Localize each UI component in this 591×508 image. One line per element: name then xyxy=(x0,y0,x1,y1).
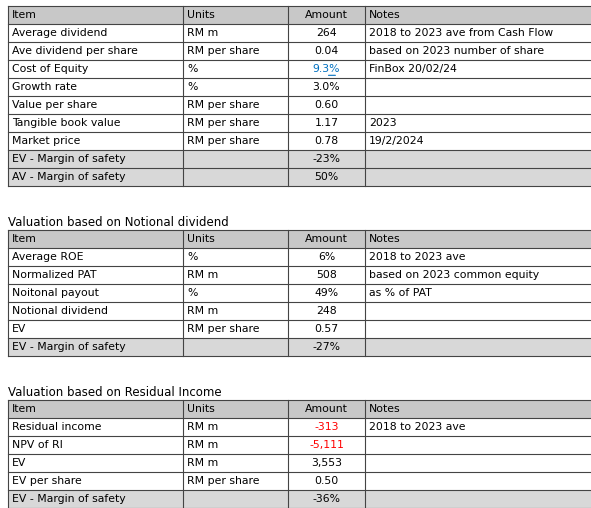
Text: RM per share: RM per share xyxy=(187,100,259,110)
Text: AV - Margin of safety: AV - Margin of safety xyxy=(12,172,125,182)
Text: Valuation based on Notional dividend: Valuation based on Notional dividend xyxy=(8,216,229,229)
Text: RM m: RM m xyxy=(187,270,218,280)
Text: Normalized PAT: Normalized PAT xyxy=(12,270,96,280)
Text: Item: Item xyxy=(12,234,37,244)
Text: 50%: 50% xyxy=(314,172,339,182)
Bar xyxy=(8,230,591,248)
Text: Valuation based on Residual Income: Valuation based on Residual Income xyxy=(8,386,222,399)
Text: EV - Margin of safety: EV - Margin of safety xyxy=(12,494,126,504)
Text: 2018 to 2023 ave: 2018 to 2023 ave xyxy=(369,422,466,432)
Bar xyxy=(8,338,591,356)
Text: Average dividend: Average dividend xyxy=(12,28,108,38)
Text: Tangible book value: Tangible book value xyxy=(12,118,121,128)
Text: Notes: Notes xyxy=(369,234,401,244)
Text: RM m: RM m xyxy=(187,458,218,468)
Text: %: % xyxy=(187,82,197,92)
Text: 6%: 6% xyxy=(318,252,335,262)
Text: -36%: -36% xyxy=(313,494,340,504)
Text: Amount: Amount xyxy=(305,234,348,244)
Text: as % of PAT: as % of PAT xyxy=(369,288,432,298)
Text: RM m: RM m xyxy=(187,422,218,432)
Text: EV: EV xyxy=(12,458,27,468)
Text: 2018 to 2023 ave from Cash Flow: 2018 to 2023 ave from Cash Flow xyxy=(369,28,553,38)
Text: %: % xyxy=(187,252,197,262)
Text: NPV of RI: NPV of RI xyxy=(12,440,63,450)
Text: Notes: Notes xyxy=(369,404,401,414)
Text: 0.57: 0.57 xyxy=(314,324,339,334)
Bar xyxy=(8,490,591,508)
Text: -27%: -27% xyxy=(313,342,340,352)
Text: %: % xyxy=(187,64,197,74)
Text: 508: 508 xyxy=(316,270,337,280)
Text: Notes: Notes xyxy=(369,10,401,20)
Text: -23%: -23% xyxy=(313,154,340,164)
Text: Amount: Amount xyxy=(305,404,348,414)
Text: EV - Margin of safety: EV - Margin of safety xyxy=(12,342,126,352)
Text: %: % xyxy=(187,288,197,298)
Text: 1.17: 1.17 xyxy=(314,118,339,128)
Bar xyxy=(8,150,591,168)
Text: Units: Units xyxy=(187,10,215,20)
Text: Residual income: Residual income xyxy=(12,422,102,432)
Text: EV - Margin of safety: EV - Margin of safety xyxy=(12,154,126,164)
Text: RM per share: RM per share xyxy=(187,476,259,486)
Text: 3.0%: 3.0% xyxy=(313,82,340,92)
Bar xyxy=(8,400,591,418)
Text: 2023: 2023 xyxy=(369,118,397,128)
Text: -5,111: -5,111 xyxy=(309,440,344,450)
Text: 3,553: 3,553 xyxy=(311,458,342,468)
Text: FinBox 20/02/24: FinBox 20/02/24 xyxy=(369,64,457,74)
Text: 49%: 49% xyxy=(314,288,339,298)
Text: RM per share: RM per share xyxy=(187,324,259,334)
Text: Market price: Market price xyxy=(12,136,80,146)
Text: Value per share: Value per share xyxy=(12,100,98,110)
Text: RM per share: RM per share xyxy=(187,136,259,146)
Text: EV per share: EV per share xyxy=(12,476,82,486)
Text: RM m: RM m xyxy=(187,306,218,316)
Text: 248: 248 xyxy=(316,306,337,316)
Text: Ave dividend per share: Ave dividend per share xyxy=(12,46,138,56)
Text: based on 2023 number of share: based on 2023 number of share xyxy=(369,46,544,56)
Text: Item: Item xyxy=(12,404,37,414)
Text: 0.50: 0.50 xyxy=(314,476,339,486)
Text: Noitonal payout: Noitonal payout xyxy=(12,288,99,298)
Bar xyxy=(8,6,591,24)
Text: RM m: RM m xyxy=(187,440,218,450)
Text: Units: Units xyxy=(187,404,215,414)
Text: Cost of Equity: Cost of Equity xyxy=(12,64,88,74)
Text: 0.60: 0.60 xyxy=(314,100,339,110)
Text: Amount: Amount xyxy=(305,10,348,20)
Text: -313: -313 xyxy=(314,422,339,432)
Text: 264: 264 xyxy=(316,28,337,38)
Text: 9.3%: 9.3% xyxy=(313,64,340,74)
Text: Growth rate: Growth rate xyxy=(12,82,77,92)
Text: Notional dividend: Notional dividend xyxy=(12,306,108,316)
Text: EV: EV xyxy=(12,324,27,334)
Text: RM m: RM m xyxy=(187,28,218,38)
Text: Average ROE: Average ROE xyxy=(12,252,83,262)
Bar xyxy=(8,168,591,186)
Text: 2018 to 2023 ave: 2018 to 2023 ave xyxy=(369,252,466,262)
Text: RM per share: RM per share xyxy=(187,46,259,56)
Text: RM per share: RM per share xyxy=(187,118,259,128)
Text: Units: Units xyxy=(187,234,215,244)
Text: Item: Item xyxy=(12,10,37,20)
Text: based on 2023 common equity: based on 2023 common equity xyxy=(369,270,539,280)
Text: 19/2/2024: 19/2/2024 xyxy=(369,136,424,146)
Text: 0.04: 0.04 xyxy=(314,46,339,56)
Text: 0.78: 0.78 xyxy=(314,136,339,146)
